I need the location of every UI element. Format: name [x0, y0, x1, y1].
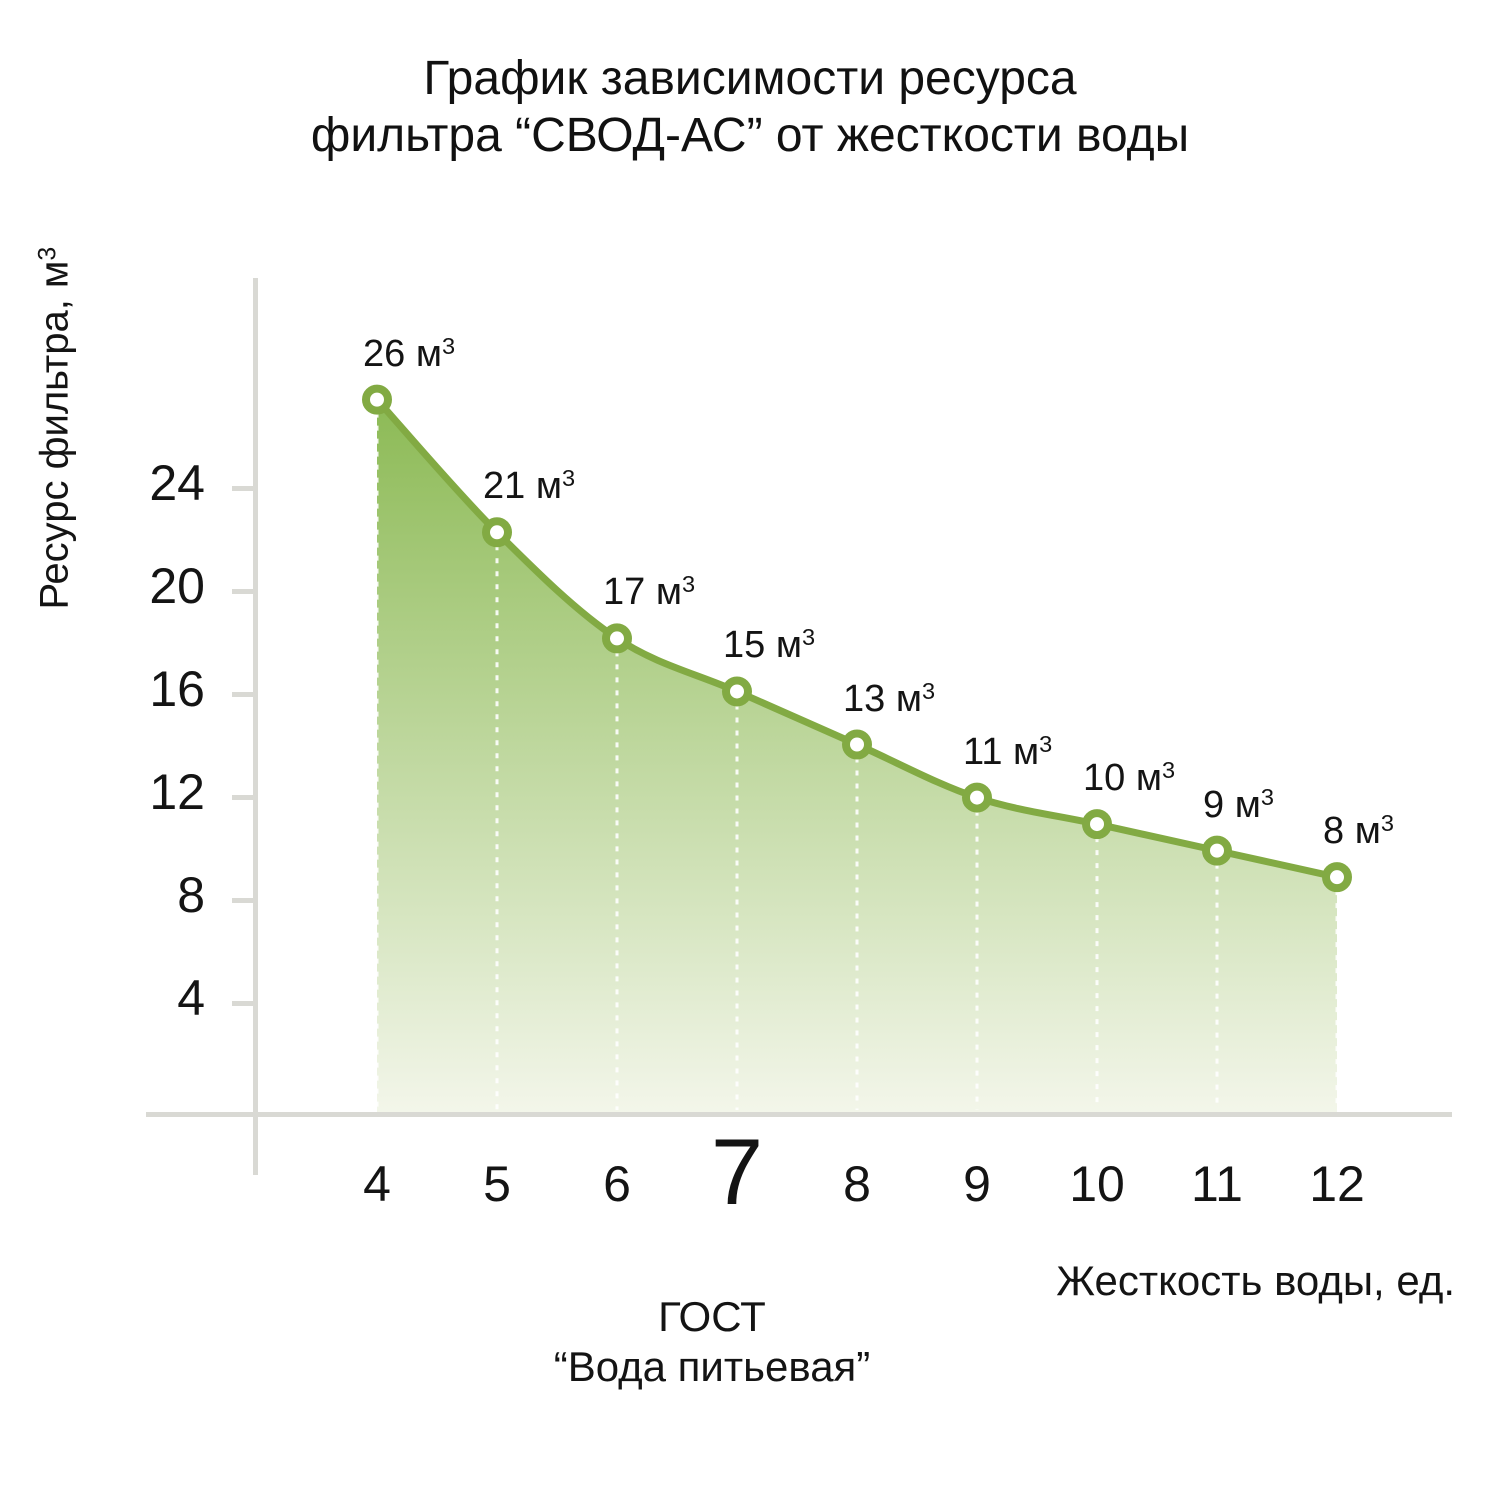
- point-label-exponent: 3: [441, 333, 456, 360]
- y-tick-label: 16: [149, 661, 205, 717]
- point-label: 21 м3: [483, 465, 576, 510]
- y-tick: [232, 795, 255, 800]
- x-tick-label: 10: [1069, 1156, 1125, 1212]
- point-label-exponent: 3: [1380, 810, 1394, 837]
- y-tick-label: 20: [149, 558, 205, 614]
- chart-title: График зависимости ресурса фильтра “СВОД…: [0, 50, 1500, 164]
- point-label: 15 м3: [723, 624, 816, 669]
- data-point-marker: [962, 782, 992, 813]
- point-label-exponent: 3: [1039, 731, 1053, 758]
- point-label-value: 8 м: [1323, 810, 1381, 852]
- point-label-exponent: 3: [921, 678, 936, 705]
- gost-note: ГОСТ “Вода питьевая”: [462, 1292, 962, 1392]
- x-tick-label: 6: [603, 1156, 631, 1212]
- data-point-marker: [842, 729, 872, 760]
- y-tick-label: 8: [177, 867, 205, 923]
- data-point-marker: [362, 384, 392, 415]
- data-point-marker: [1082, 809, 1112, 840]
- point-label-exponent: 3: [1161, 757, 1176, 784]
- point-label-exponent: 3: [1260, 784, 1274, 811]
- x-tick-label: 9: [963, 1156, 991, 1212]
- y-tick: [232, 692, 255, 697]
- x-tick-label: 8: [843, 1156, 871, 1212]
- y-tick-label: 24: [149, 455, 205, 511]
- y-tick: [232, 589, 255, 594]
- x-tick-label: 5: [483, 1156, 511, 1212]
- point-label-value: 13 м: [843, 678, 922, 720]
- y-axis-title: Ресурс фильтра, м3: [33, 247, 83, 610]
- y-axis-title-exponent: 3: [34, 246, 62, 261]
- chart-title-line1: График зависимости ресурса: [423, 52, 1077, 105]
- y-tick: [232, 898, 255, 903]
- point-label-value: 10 м: [1083, 757, 1162, 799]
- x-tick-label: 12: [1309, 1156, 1365, 1212]
- y-tick-label: 12: [149, 764, 205, 820]
- point-label-value: 15 м: [723, 624, 802, 666]
- point-label-exponent: 3: [561, 465, 576, 492]
- y-axis-line: [253, 278, 258, 1175]
- point-label-exponent: 3: [801, 624, 816, 651]
- chart-title-line2: фильтра “СВОД-АС” от жесткости воды: [310, 109, 1190, 162]
- data-point-marker: [482, 517, 512, 548]
- point-label: 8 м3: [1323, 810, 1394, 855]
- data-point-marker: [1322, 862, 1352, 893]
- point-label-exponent: 3: [681, 571, 696, 598]
- point-label: 26 м3: [363, 333, 456, 378]
- point-label: 13 м3: [843, 678, 936, 723]
- point-label: 17 м3: [603, 571, 696, 616]
- x-tick-label-emphasized: 7: [710, 1119, 764, 1224]
- point-label: 11 м3: [963, 731, 1053, 776]
- data-point-marker: [602, 623, 632, 654]
- y-tick-label: 4: [177, 970, 205, 1026]
- x-axis-line: [146, 1112, 1452, 1117]
- x-axis-title: Жесткость воды, ед.: [1056, 1257, 1455, 1304]
- y-tick: [232, 486, 255, 491]
- y-tick: [232, 1001, 255, 1006]
- point-label-value: 21 м: [483, 465, 562, 507]
- data-point-marker: [722, 676, 752, 707]
- point-label-value: 9 м: [1203, 784, 1261, 826]
- point-label-value: 17 м: [603, 571, 682, 613]
- point-label-value: 26 м: [363, 333, 442, 375]
- y-axis-title-text: Ресурс фильтра, м: [32, 260, 77, 610]
- point-label: 9 м3: [1203, 784, 1274, 829]
- gost-note-line1: ГОСТ: [658, 1293, 766, 1340]
- point-label-value: 11 м: [963, 731, 1040, 773]
- x-tick-label: 4: [363, 1156, 391, 1212]
- point-label: 10 м3: [1083, 757, 1176, 802]
- x-tick-label: 11: [1191, 1156, 1243, 1212]
- gost-note-line2: “Вода питьевая”: [553, 1343, 871, 1390]
- data-point-marker: [1202, 835, 1232, 866]
